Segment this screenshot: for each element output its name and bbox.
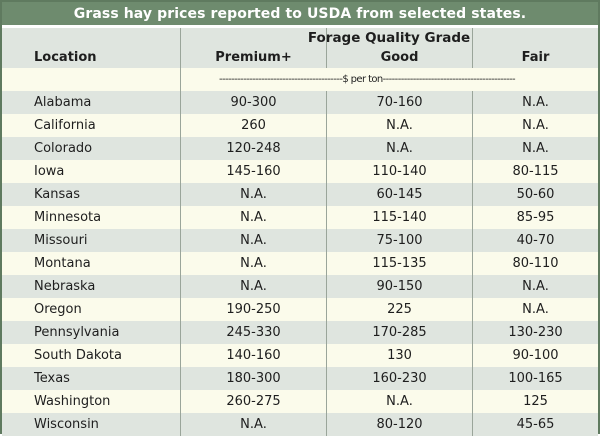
fair-cell: 40-70 bbox=[472, 229, 598, 252]
good-cell: 130 bbox=[326, 344, 472, 367]
premium-cell: N.A. bbox=[180, 275, 326, 298]
table-row: Pennsylvania 245-330 170-285 130-230 bbox=[2, 321, 598, 344]
table-row: Kansas N.A. 60-145 50-60 bbox=[2, 183, 598, 206]
premium-cell: 120-248 bbox=[180, 137, 326, 160]
table-row: Nebraska N.A. 90-150 N.A. bbox=[2, 275, 598, 298]
premium-cell: 140-160 bbox=[180, 344, 326, 367]
fair-cell: N.A. bbox=[472, 298, 598, 321]
premium-cell: 190-250 bbox=[180, 298, 326, 321]
location-cell: Iowa bbox=[34, 164, 65, 179]
premium-cell: N.A. bbox=[180, 183, 326, 206]
fair-cell: N.A. bbox=[472, 137, 598, 160]
table-row: Washington 260-275 N.A. 125 bbox=[2, 390, 598, 413]
premium-cell: N.A. bbox=[180, 413, 326, 436]
location-cell: Pennsylvania bbox=[34, 325, 120, 340]
good-cell: 110-140 bbox=[326, 160, 472, 183]
fair-cell: 85-95 bbox=[472, 206, 598, 229]
location-cell: Washington bbox=[34, 394, 111, 409]
location-column-header: Location bbox=[34, 50, 97, 65]
good-cell: N.A. bbox=[326, 390, 472, 413]
table-title: Grass hay prices reported to USDA from s… bbox=[2, 2, 598, 25]
location-cell: Nebraska bbox=[34, 279, 96, 294]
fair-cell: 45-65 bbox=[472, 413, 598, 436]
table-row: California 260 N.A. N.A. bbox=[2, 114, 598, 137]
fair-column-header: Fair bbox=[472, 47, 598, 68]
table-row: Oregon 190-250 225 N.A. bbox=[2, 298, 598, 321]
premium-cell: 145-160 bbox=[180, 160, 326, 183]
header-row: Location Premium+ Good Fair bbox=[2, 47, 598, 68]
fair-cell: 125 bbox=[472, 390, 598, 413]
location-cell: Montana bbox=[34, 256, 91, 271]
location-cell: Wisconsin bbox=[34, 417, 99, 432]
good-cell: N.A. bbox=[326, 137, 472, 160]
premium-cell: 90-300 bbox=[180, 91, 326, 114]
fair-cell: N.A. bbox=[472, 114, 598, 137]
header-top-row: Forage Quality Grade bbox=[2, 28, 598, 47]
good-cell: 75-100 bbox=[326, 229, 472, 252]
fair-cell: 80-115 bbox=[472, 160, 598, 183]
good-cell: 170-285 bbox=[326, 321, 472, 344]
good-cell: N.A. bbox=[326, 114, 472, 137]
table-row: Iowa 145-160 110-140 80-115 bbox=[2, 160, 598, 183]
table-row: Texas 180-300 160-230 100-165 bbox=[2, 367, 598, 390]
location-cell: Texas bbox=[34, 371, 70, 386]
good-cell: 90-150 bbox=[326, 275, 472, 298]
fair-cell: N.A. bbox=[472, 91, 598, 114]
premium-cell: 260-275 bbox=[180, 390, 326, 413]
premium-cell: N.A. bbox=[180, 206, 326, 229]
fair-cell: 130-230 bbox=[472, 321, 598, 344]
table-row: Wisconsin N.A. 80-120 45-65 bbox=[2, 413, 598, 436]
header-spacer bbox=[180, 28, 326, 47]
table-row: Colorado 120-248 N.A. N.A. bbox=[2, 137, 598, 160]
location-cell: Minnesota bbox=[34, 210, 102, 225]
table-row: South Dakota 140-160 130 90-100 bbox=[2, 344, 598, 367]
premium-cell: N.A. bbox=[180, 252, 326, 275]
fair-cell: 100-165 bbox=[472, 367, 598, 390]
good-cell: 70-160 bbox=[326, 91, 472, 114]
good-cell: 115-140 bbox=[326, 206, 472, 229]
good-cell: 160-230 bbox=[326, 367, 472, 390]
units-row: ----------------------------------------… bbox=[2, 68, 598, 91]
location-cell: Colorado bbox=[34, 141, 93, 156]
grade-group-header: Forage Quality Grade bbox=[307, 29, 471, 46]
premium-cell: 260 bbox=[180, 114, 326, 137]
units-label: ----------------------------------------… bbox=[180, 68, 598, 91]
fair-cell: 80-110 bbox=[472, 252, 598, 275]
good-column-header: Good bbox=[326, 47, 472, 68]
fair-cell: 90-100 bbox=[472, 344, 598, 367]
table-body: Alabama 90-300 70-160 N.A. California 260 N.A.… bbox=[2, 91, 598, 436]
location-cell: California bbox=[34, 118, 96, 133]
fair-cell: N.A. bbox=[472, 275, 598, 298]
premium-cell: 180-300 bbox=[180, 367, 326, 390]
good-cell: 60-145 bbox=[326, 183, 472, 206]
premium-column-header: Premium+ bbox=[180, 47, 326, 68]
header-spacer bbox=[326, 28, 472, 47]
header-spacer bbox=[472, 28, 598, 47]
header-spacer bbox=[2, 28, 180, 47]
premium-cell: 245-330 bbox=[180, 321, 326, 344]
good-cell: 225 bbox=[326, 298, 472, 321]
location-cell: South Dakota bbox=[34, 348, 122, 363]
location-cell: Alabama bbox=[34, 95, 92, 110]
location-cell: Oregon bbox=[34, 302, 82, 317]
location-cell: Missouri bbox=[34, 233, 88, 248]
good-cell: 115-135 bbox=[326, 252, 472, 275]
table-row: Missouri N.A. 75-100 40-70 bbox=[2, 229, 598, 252]
table-row: Alabama 90-300 70-160 N.A. bbox=[2, 91, 598, 114]
units-spacer bbox=[2, 68, 180, 91]
good-cell: 80-120 bbox=[326, 413, 472, 436]
premium-cell: N.A. bbox=[180, 229, 326, 252]
fair-cell: 50-60 bbox=[472, 183, 598, 206]
title-divider bbox=[2, 25, 598, 28]
table-row: Minnesota N.A. 115-140 85-95 bbox=[2, 206, 598, 229]
location-cell: Kansas bbox=[34, 187, 81, 202]
table-row: Montana N.A. 115-135 80-110 bbox=[2, 252, 598, 275]
